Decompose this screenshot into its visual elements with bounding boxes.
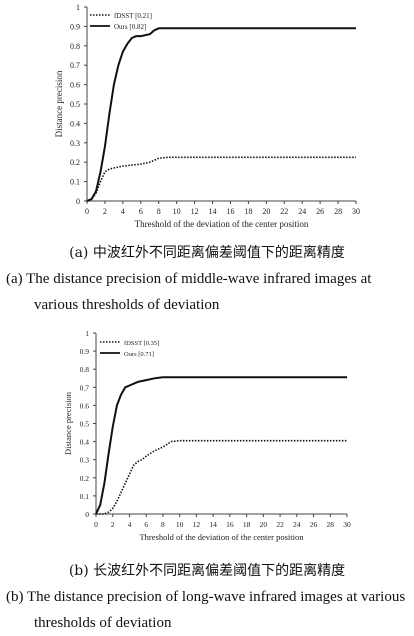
caption-a-en-line2: various thresholds of deviation <box>34 297 220 313</box>
chart-a-y-tick-label: 0.3 <box>70 139 80 148</box>
chart-a-y-tick-label: 0.7 <box>70 61 80 70</box>
chart-a-legend-label: fDSST [0.21] <box>114 12 152 20</box>
chart-b-x-tick-label: 4 <box>128 520 132 529</box>
chart-a-x-tick-label: 10 <box>173 207 181 216</box>
chart-a-x-tick-label: 18 <box>244 207 252 216</box>
chart-b-x-tick-label: 16 <box>226 520 234 529</box>
caption-b-en-line2: thresholds of deviation <box>34 615 172 631</box>
chart-a-x-tick-label: 14 <box>209 207 217 216</box>
chart-a-x-tick-label: 2 <box>103 207 107 216</box>
figure-b: 0 2 4 6 8 10 12 14 16 18 20 22 24 26 28 30 0 0.1 0.2 0.3 0.4… <box>0 322 414 636</box>
chart-a-x-tick-label: 12 <box>191 207 199 216</box>
chart-b-x-tick-label: 18 <box>243 520 251 529</box>
chart-a-x-tick-label: 16 <box>226 207 234 216</box>
chart-a-x-tick-label: 4 <box>121 207 125 216</box>
chart-b-x-tick-label: 14 <box>209 520 217 529</box>
chart-a-y-tick-label: 0.5 <box>70 100 80 109</box>
chart-b-x-tick-label: 6 <box>144 520 148 529</box>
chart-b-y-tick-label: 0.4 <box>80 438 90 447</box>
caption-a-zh: (a) 中波红外不同距离偏差阈值下的距离精度 <box>69 245 345 261</box>
chart-b-x-tick-label: 20 <box>260 520 268 529</box>
caption-a-en: (a) The distance precision of middle-wav… <box>6 266 410 318</box>
chart-a-x-tick-label: 30 <box>352 207 360 216</box>
chart-b-y-tick-label: 0.7 <box>80 383 90 392</box>
chart-a-x-tick-label: 8 <box>157 207 161 216</box>
chart-b-y-tick-label: 0.9 <box>80 347 90 356</box>
chart-b-x-tick-label: 12 <box>193 520 201 529</box>
chart-a-y-tick-label: 0.8 <box>70 42 80 51</box>
caption-b-zh: (b) 长波红外不同距离偏差阈值下的距离精度 <box>68 563 346 579</box>
chart-b-y-axis-label: Distance precision <box>63 391 73 455</box>
chart-a-y-tick-label: 0.4 <box>70 119 80 128</box>
chart-a-y-tick-label: 1 <box>76 3 80 12</box>
chart-b-series-fdsst-line <box>96 439 347 515</box>
chart-b-x-tick-label: 8 <box>161 520 165 529</box>
chart-b-y-tick-label: 0 <box>85 510 89 519</box>
chart-b-y-tick-label: 0.3 <box>80 456 90 465</box>
chart-b-y-tick-label: 0.8 <box>80 365 90 374</box>
caption-a-en-line1: (a) The distance precision of middle-wav… <box>6 271 372 287</box>
chart-a-x-tick-label: 28 <box>334 207 342 216</box>
chart-a-legend-label: Ours [0.82] <box>114 23 146 31</box>
chart-a-y-axis-label: Distance precision <box>54 70 64 137</box>
chart-a-x-tick-label: 6 <box>139 207 143 216</box>
chart-b-x-tick-label: 30 <box>343 520 351 529</box>
chart-a-x-tick-label: 20 <box>262 207 270 216</box>
chart-b-x-tick-label: 26 <box>310 520 318 529</box>
caption-b-en-line1: (b) The distance precision of long-wave … <box>6 589 406 605</box>
chart-b-y-tick-label: 0.2 <box>80 474 90 483</box>
chart-b-y-tick-label: 0.1 <box>80 492 90 501</box>
chart-a-y-tick-label: 0.6 <box>70 81 80 90</box>
chart-a-x-axis-label: Threshold of the deviation of the center… <box>135 219 309 229</box>
chart-b-legend-label: fDSST [0.35] <box>124 340 159 347</box>
figure-a: 0 2 4 6 8 10 12 14 16 18 20 22 24 26 28 30 0 0.1 0.2 0.3 0.4… <box>6 3 410 318</box>
chart-a-series-ours-line <box>86 27 356 202</box>
chart-b-x-tick-label: 0 <box>94 520 98 529</box>
chart-a-y-tick-label: 0 <box>76 197 80 206</box>
chart-b-x-tick-label: 10 <box>176 520 184 529</box>
chart-b-x-tick-label: 24 <box>293 520 301 529</box>
chart-b-x-tick-label: 22 <box>276 520 284 529</box>
chart-b-y-tick-label: 1 <box>85 329 89 338</box>
chart-a-x-tick-label: 24 <box>298 207 306 216</box>
chart-b-x-tick-label: 2 <box>111 520 115 529</box>
chart-b: 0 2 4 6 8 10 12 14 16 18 20 22 24 26 28 3000.10.20.30.4… <box>63 329 351 542</box>
chart-a-y-tick-label: 0.9 <box>70 22 80 31</box>
caption-b-en: (b) The distance precision of long-wave … <box>6 584 410 636</box>
chart-a-x-tick-label: 0 <box>85 207 89 216</box>
chart-a-series-fdsst-line <box>86 156 356 202</box>
chart-a-x-tick-label: 22 <box>280 207 288 216</box>
chart-a-y-tick-label: 0.1 <box>70 178 80 187</box>
chart-b-y-tick-label: 0.6 <box>80 401 90 410</box>
chart-b-series-ours-line <box>95 376 347 515</box>
chart-b-legend-label: Ours [0.71] <box>124 351 154 358</box>
chart-b-x-tick-label: 28 <box>327 520 335 529</box>
chart-a-x-tick-label: 26 <box>316 207 324 216</box>
chart-b-x-axis-label: Threshold of the deviation of the center… <box>139 532 304 542</box>
chart-a-y-tick-label: 0.2 <box>70 158 80 167</box>
chart-a: 0 2 4 6 8 10 12 14 16 18 20 22 24 26 28 3000.10.20.30.4… <box>54 3 360 229</box>
chart-b-y-tick-label: 0.5 <box>80 420 90 429</box>
